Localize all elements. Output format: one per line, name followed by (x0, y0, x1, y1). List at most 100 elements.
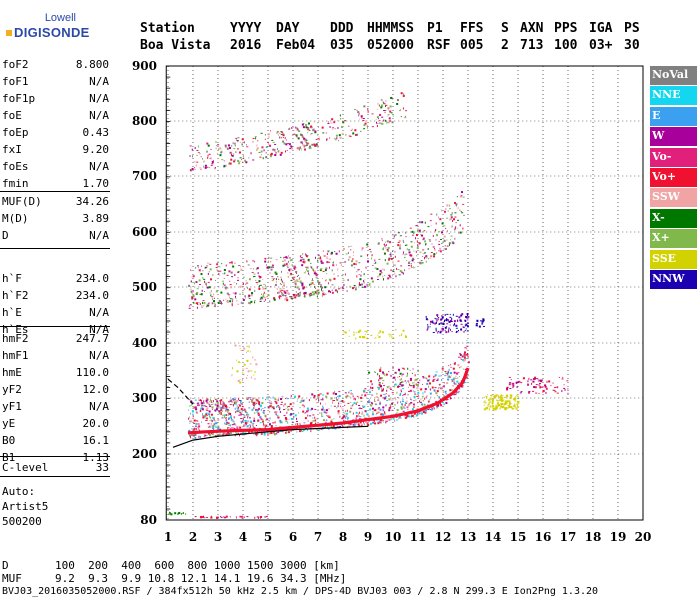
echo-point (218, 300, 220, 302)
echo-point (433, 375, 436, 377)
echo-point (326, 392, 329, 395)
echo-point (393, 404, 396, 406)
echo-point (280, 151, 283, 154)
echo-point (257, 412, 260, 415)
echo-point (448, 320, 451, 323)
echo-point (427, 327, 429, 330)
param-value: 0.43 (82, 126, 110, 139)
echo-point (296, 280, 299, 282)
echo-point (228, 434, 231, 436)
echo-point (459, 224, 461, 227)
echo-point (329, 137, 331, 139)
echo-point (379, 113, 382, 116)
echo-point (413, 262, 415, 264)
echo-point (299, 259, 302, 262)
echo-point (316, 429, 318, 431)
echo-point (203, 305, 205, 307)
echo-point (306, 293, 308, 295)
echo-point (392, 417, 395, 420)
echo-point (424, 411, 426, 413)
echo-point (364, 394, 366, 396)
echo-point (563, 387, 566, 389)
echo-point (301, 135, 304, 138)
echo-point (168, 512, 171, 515)
echo-point (347, 251, 349, 254)
echo-point (459, 376, 461, 378)
echo-point (296, 135, 298, 138)
echo-point (327, 121, 329, 123)
echo-point (418, 413, 421, 415)
echo-point (413, 395, 416, 398)
echo-point (239, 400, 242, 403)
echo-point (372, 402, 374, 405)
echo-point (319, 412, 321, 414)
echo-point (330, 397, 333, 400)
y-tick-label: 700 (132, 169, 157, 183)
echo-point (268, 432, 271, 434)
echo-point (384, 397, 386, 400)
echo-point (298, 395, 301, 398)
echo-point (252, 159, 255, 161)
echo-point (243, 266, 245, 268)
echo-point (341, 126, 344, 129)
echo-point (567, 388, 569, 390)
echo-point (455, 392, 457, 395)
echo-point (392, 257, 394, 259)
echo-point (309, 130, 311, 132)
echo-point (378, 258, 381, 260)
echo-point (199, 271, 201, 273)
echo-point (203, 160, 205, 163)
echo-point (250, 396, 252, 398)
echo-point (233, 401, 235, 404)
echo-point (489, 405, 492, 408)
echo-point (401, 367, 404, 369)
echo-point (306, 266, 309, 269)
echo-point (387, 122, 390, 124)
echo-point (312, 268, 315, 271)
echo-point (262, 293, 264, 296)
echo-point (318, 283, 320, 286)
echo-point (407, 367, 409, 370)
echo-point (314, 130, 317, 133)
echo-point (317, 397, 320, 399)
echo-point (330, 399, 332, 401)
echo-point (264, 260, 267, 263)
echo-point (382, 413, 385, 416)
echo-point (412, 386, 415, 389)
echo-point (394, 379, 396, 381)
echo-point (434, 248, 436, 250)
echo-point (427, 319, 429, 321)
echo-point (416, 379, 419, 381)
echo-point (272, 408, 275, 410)
echo-point (422, 392, 424, 395)
echo-point (455, 327, 458, 329)
echo-point (288, 269, 291, 272)
echo-point (262, 287, 265, 290)
echo-point (191, 276, 193, 278)
echo-point (358, 407, 361, 409)
echo-point (279, 408, 281, 410)
echo-point (374, 371, 376, 373)
echo-point (220, 291, 223, 294)
echo-point (229, 403, 232, 405)
echo-point (197, 404, 200, 406)
echo-point (379, 419, 382, 422)
echo-point (289, 270, 291, 272)
echo-point (537, 378, 539, 380)
echo-point (429, 220, 432, 222)
echo-point (454, 201, 457, 204)
echo-point (194, 425, 197, 427)
echo-point (387, 258, 390, 261)
echo-point (313, 419, 316, 422)
echo-point (400, 389, 402, 392)
echo-point (321, 262, 323, 264)
echo-point (465, 315, 468, 318)
echo-point (260, 154, 262, 156)
echo-point (417, 412, 419, 415)
echo-point (211, 425, 213, 427)
echo-point (426, 382, 429, 385)
echo-point (495, 396, 497, 399)
echo-point (333, 121, 336, 124)
echo-point (407, 415, 409, 418)
echo-point (246, 350, 249, 352)
